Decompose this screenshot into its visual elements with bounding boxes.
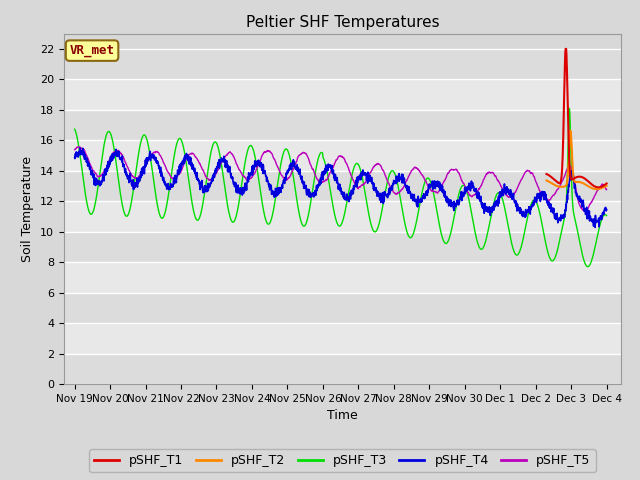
pSHF_T4 <box>76 145 84 151</box>
pSHF_T4 <box>490 204 498 209</box>
Bar <box>64 110 621 140</box>
pSHF_T3 <box>330 205 337 211</box>
Bar <box>64 323 621 354</box>
pSHF_T3 <box>584 264 591 270</box>
Bar <box>64 293 621 323</box>
Line: pSHF_T2: pSHF_T2 <box>547 131 607 189</box>
pSHF_T5 <box>603 187 611 192</box>
Bar <box>64 232 621 262</box>
pSHF_T5 <box>316 179 323 184</box>
Bar <box>64 79 621 110</box>
pSHF_T5 <box>75 144 83 150</box>
Bar <box>64 140 621 171</box>
pSHF_T2 <box>603 183 611 189</box>
pSHF_T3 <box>588 258 595 264</box>
Title: Peltier SHF Temperatures: Peltier SHF Temperatures <box>246 15 439 30</box>
pSHF_T3 <box>566 106 573 111</box>
Line: pSHF_T5: pSHF_T5 <box>75 147 607 211</box>
pSHF_T2 <box>587 185 595 191</box>
pSHF_T3 <box>588 257 596 263</box>
pSHF_T5 <box>71 147 79 153</box>
pSHF_T4 <box>588 218 595 224</box>
Bar <box>64 49 621 79</box>
pSHF_T4 <box>603 207 611 213</box>
Line: pSHF_T3: pSHF_T3 <box>75 108 607 267</box>
pSHF_T5 <box>98 171 106 177</box>
Y-axis label: Soil Temperature: Soil Temperature <box>22 156 35 262</box>
pSHF_T4 <box>591 225 599 230</box>
pSHF_T4 <box>316 178 323 184</box>
Bar <box>64 354 621 384</box>
Legend: pSHF_T1, pSHF_T2, pSHF_T3, pSHF_T4, pSHF_T5: pSHF_T1, pSHF_T2, pSHF_T3, pSHF_T4, pSHF… <box>89 449 596 472</box>
pSHF_T4 <box>588 216 595 222</box>
pSHF_T3 <box>603 213 611 218</box>
pSHF_T4 <box>330 171 337 177</box>
Text: VR_met: VR_met <box>70 44 115 57</box>
Bar <box>64 171 621 201</box>
Bar <box>64 262 621 293</box>
pSHF_T5 <box>588 199 595 204</box>
X-axis label: Time: Time <box>327 409 358 422</box>
pSHF_T3 <box>98 156 106 162</box>
pSHF_T2 <box>588 185 595 191</box>
pSHF_T3 <box>316 153 323 158</box>
Bar <box>64 201 621 232</box>
pSHF_T5 <box>580 208 588 214</box>
pSHF_T3 <box>71 126 79 132</box>
pSHF_T5 <box>330 163 337 169</box>
pSHF_T5 <box>490 171 498 177</box>
pSHF_T4 <box>71 155 79 161</box>
Line: pSHF_T1: pSHF_T1 <box>547 49 607 187</box>
Line: pSHF_T4: pSHF_T4 <box>75 148 607 228</box>
pSHF_T4 <box>98 179 106 185</box>
pSHF_T1 <box>587 181 595 187</box>
pSHF_T5 <box>588 199 596 205</box>
pSHF_T1 <box>603 180 611 186</box>
pSHF_T1 <box>588 181 595 187</box>
pSHF_T3 <box>490 202 497 207</box>
